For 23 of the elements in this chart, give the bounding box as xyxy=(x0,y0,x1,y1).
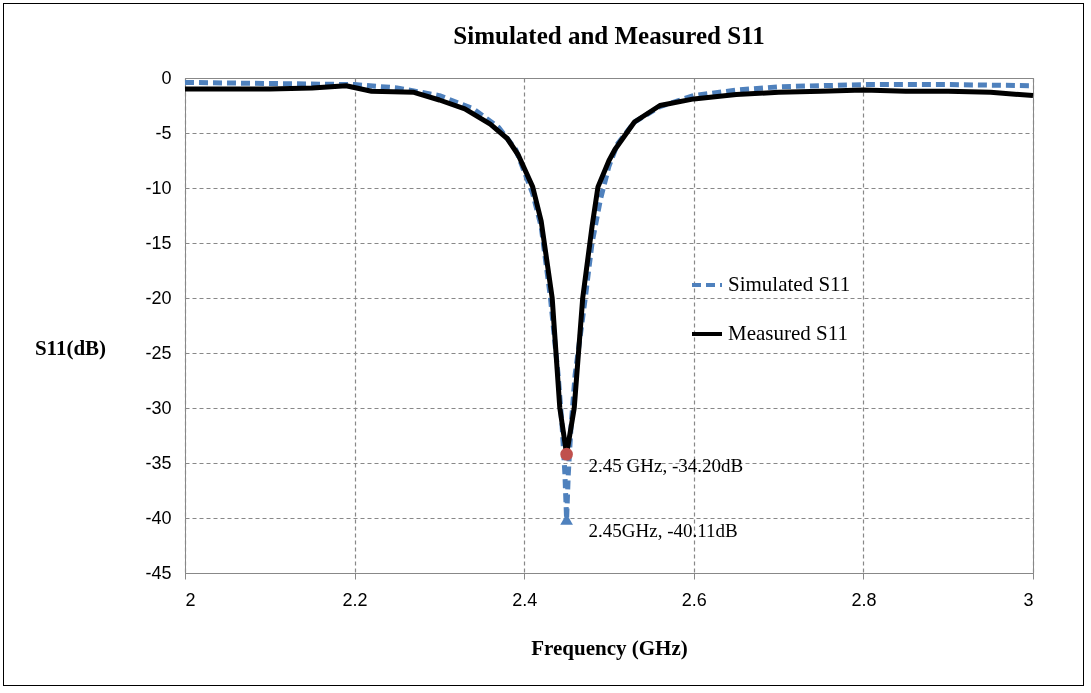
legend-label: Measured S11 xyxy=(728,321,848,345)
y-tick-label: -15 xyxy=(145,232,172,253)
x-tick-label: 3 xyxy=(1023,589,1034,610)
y-tick-label: -20 xyxy=(145,287,172,308)
y-axis-title: S11(dB) xyxy=(34,335,107,360)
annotation: 2.45GHz, -40.11dB xyxy=(588,520,738,542)
chart-title: Simulated and Measured S11 xyxy=(453,22,765,49)
y-tick-label: -45 xyxy=(145,562,172,583)
y-tick-label: 0 xyxy=(161,67,172,88)
y-tick-label: -40 xyxy=(145,507,172,528)
x-tick-label: 2.4 xyxy=(512,589,538,610)
x-axis-title: Frequency (GHz) xyxy=(531,635,688,660)
legend-label: Simulated S11 xyxy=(728,272,851,296)
y-tick-label: -30 xyxy=(145,397,172,418)
y-tick-label: -5 xyxy=(155,122,172,143)
annotation: 2.45 GHz, -34.20dB xyxy=(588,455,744,477)
y-tick-label: -10 xyxy=(145,177,172,198)
x-tick-label: 2.8 xyxy=(851,589,877,610)
x-tick-label: 2.2 xyxy=(342,589,368,610)
x-tick-label: 2.6 xyxy=(681,589,707,610)
y-tick-label: -25 xyxy=(145,342,172,363)
x-tick-label: 2 xyxy=(185,589,196,610)
y-tick-label: -35 xyxy=(145,452,172,473)
